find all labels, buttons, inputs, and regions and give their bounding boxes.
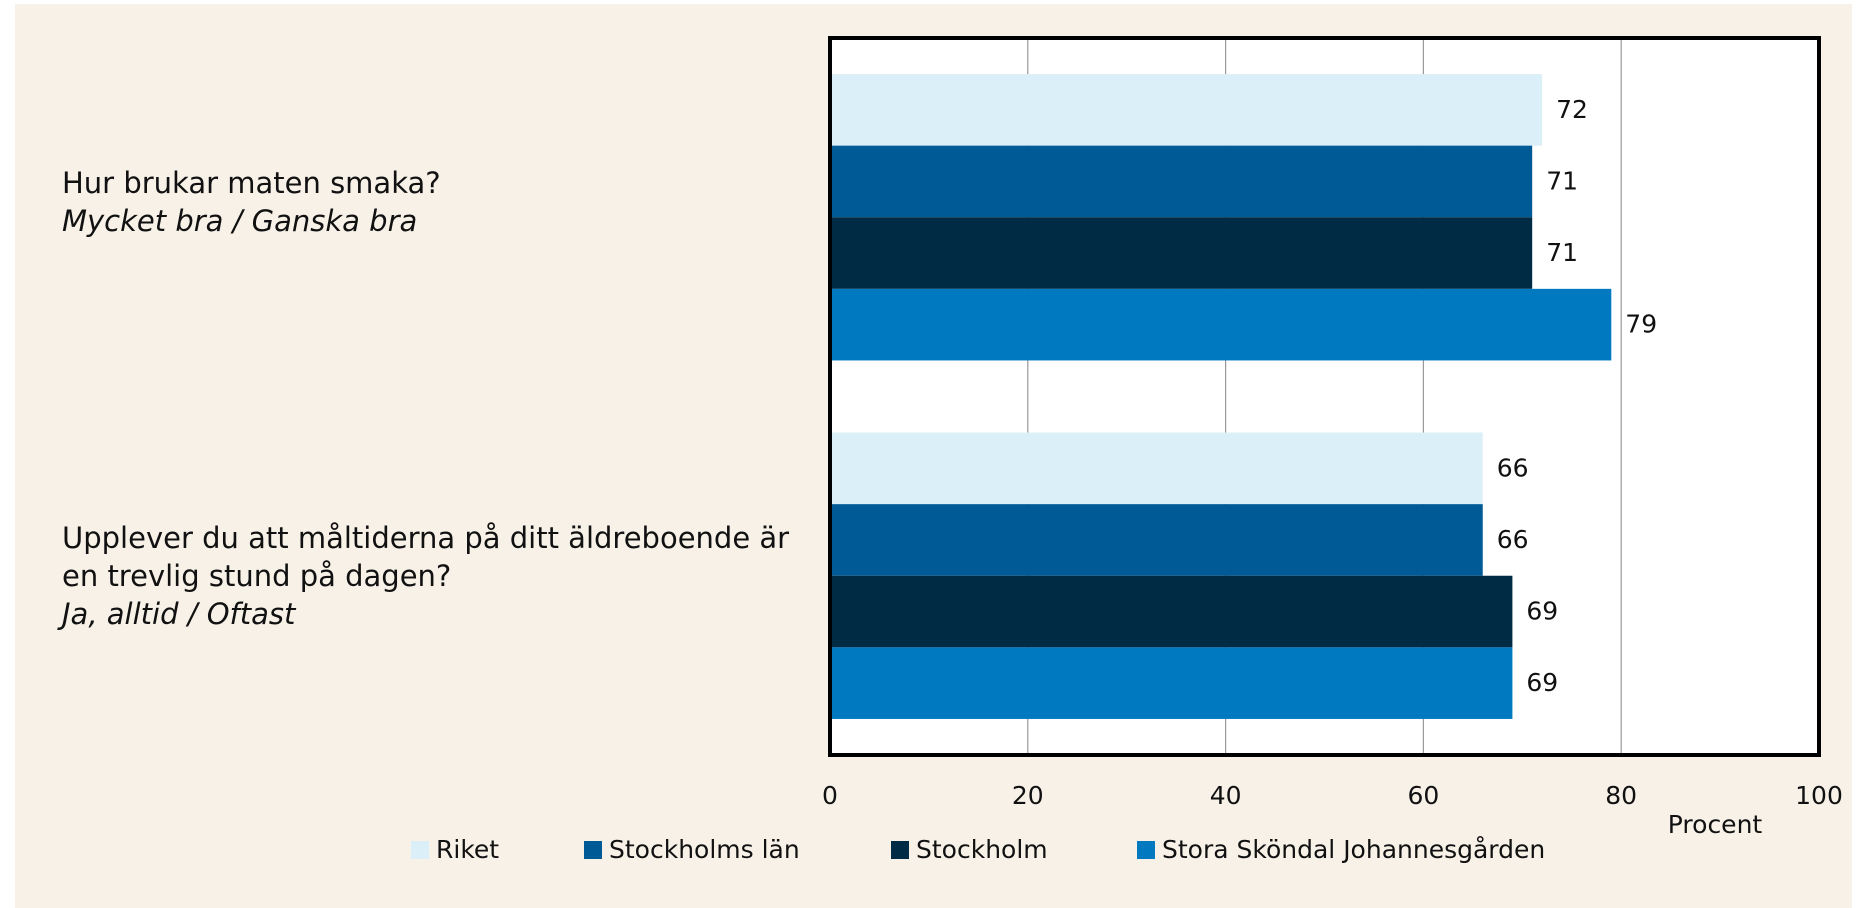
x-tick-label: 40 bbox=[1210, 781, 1242, 810]
bar bbox=[830, 575, 1513, 648]
x-tick-label: 80 bbox=[1605, 781, 1637, 810]
legend-label: Stora Sköndal Johannesgården bbox=[1162, 835, 1545, 864]
plot-frame bbox=[828, 36, 1821, 757]
answer: Ja, alltid / Oftast bbox=[62, 596, 296, 631]
value-label: 79 bbox=[1625, 310, 1657, 339]
question: Upplever du att måltiderna på ditt äldre… bbox=[62, 520, 790, 593]
value-label: 71 bbox=[1546, 166, 1578, 195]
question: Hur brukar maten smaka? bbox=[62, 166, 441, 201]
bar bbox=[830, 74, 1543, 146]
legend-label: Riket bbox=[436, 835, 499, 864]
bar bbox=[830, 504, 1483, 576]
legend-label: Stockholm bbox=[916, 835, 1048, 864]
legend-swatch bbox=[411, 841, 429, 859]
bar bbox=[830, 145, 1533, 218]
legend-label: Stockholms län bbox=[609, 835, 800, 864]
value-label: 71 bbox=[1546, 238, 1578, 267]
category-label: Upplever du att måltiderna på ditt äldre… bbox=[62, 519, 802, 633]
legend-swatch bbox=[891, 841, 909, 859]
legend-swatch bbox=[584, 841, 602, 859]
bar bbox=[830, 647, 1513, 719]
x-tick-label: 100 bbox=[1795, 781, 1843, 810]
x-axis-label: Procent bbox=[1668, 810, 1763, 839]
answer: Mycket bra / Ganska bra bbox=[62, 204, 418, 239]
value-label: 69 bbox=[1526, 668, 1558, 697]
value-label: 66 bbox=[1497, 453, 1529, 482]
x-tick-label: 20 bbox=[1012, 781, 1044, 810]
value-label: 72 bbox=[1556, 95, 1588, 124]
legend-swatch bbox=[1137, 841, 1155, 859]
x-tick-label: 0 bbox=[822, 781, 838, 810]
category-label: Hur brukar maten smaka? Mycket bra / Gans… bbox=[62, 164, 802, 240]
bar bbox=[830, 432, 1483, 505]
bar bbox=[830, 288, 1612, 361]
value-label: 69 bbox=[1526, 597, 1558, 626]
x-tick-label: 60 bbox=[1407, 781, 1439, 810]
bar bbox=[830, 217, 1533, 289]
value-label: 66 bbox=[1497, 525, 1529, 554]
